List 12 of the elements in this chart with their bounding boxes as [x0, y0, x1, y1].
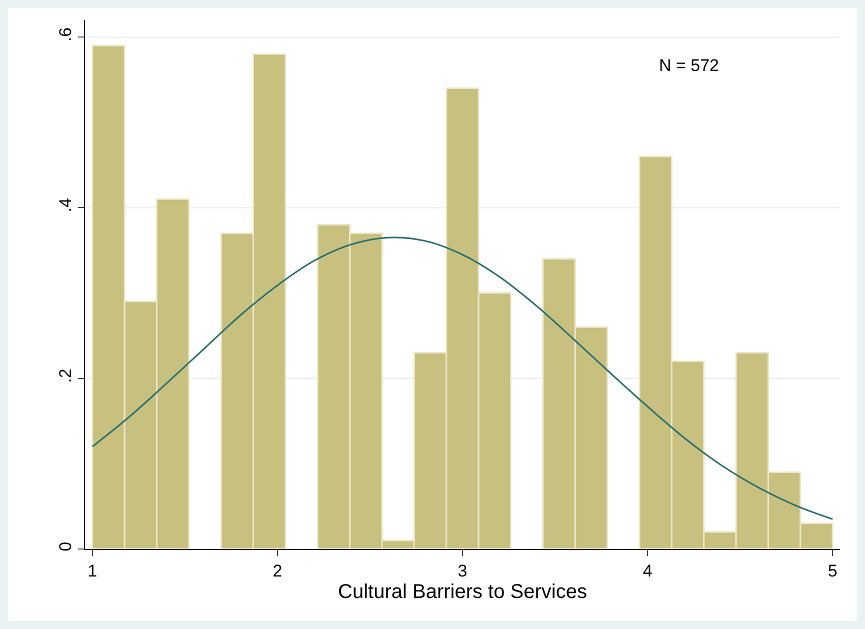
y-tick-label: .6	[56, 27, 76, 42]
line-series	[92, 236, 834, 520]
annotation: N = 572	[659, 56, 720, 75]
x-tick-label: 3	[458, 561, 468, 580]
x-tick-label: 1	[88, 561, 98, 580]
x-tick-label: 2	[272, 561, 282, 580]
x-tick-label: 5	[828, 561, 838, 580]
y-tick-label: .2	[56, 368, 76, 383]
y-tick-label: 0	[56, 542, 76, 552]
x-tick-label: 4	[642, 561, 652, 580]
x-axis-title: Cultural Barriers to Services	[338, 580, 587, 603]
y-tick-label: .4	[56, 198, 76, 212]
